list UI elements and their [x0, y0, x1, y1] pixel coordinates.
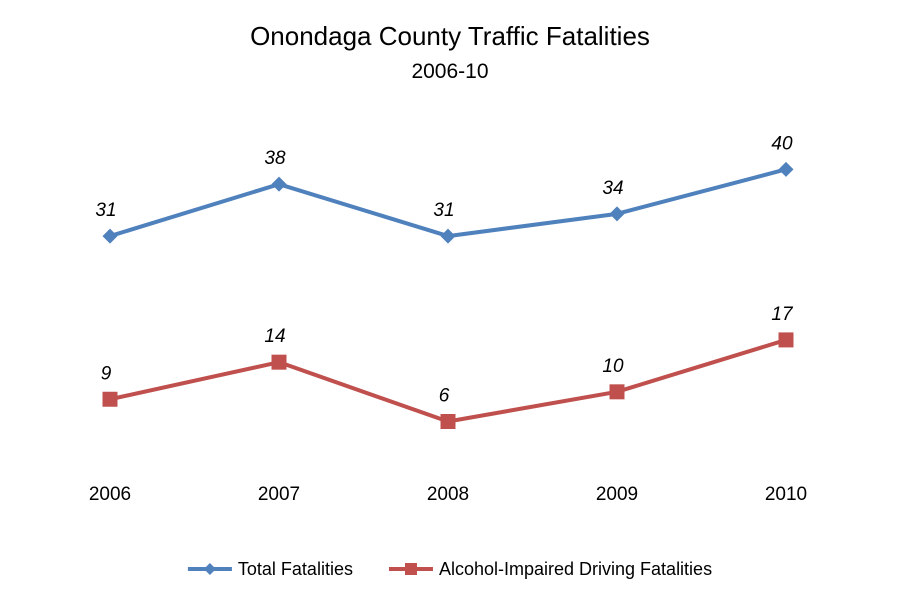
data-point-alcohol-impaired-driving-fatalities-2010 [778, 332, 794, 348]
data-label-alcohol-impaired-driving-fatalities-2009: 10 [602, 356, 624, 377]
legend-label-alcohol-impaired-driving-fatalities: Alcohol-Impaired Driving Fatalities [439, 559, 712, 579]
series-alcohol-impaired-driving-fatalities: 9 14 6 10 17 [101, 304, 794, 429]
legend-item-total-fatalities: Total Fatalities [187, 559, 353, 579]
data-label-alcohol-impaired-driving-fatalities-2008: 6 [439, 386, 450, 407]
data-point-total-fatalities-2007 [271, 176, 287, 192]
x-tick-label-2009: 2009 [596, 484, 638, 505]
data-point-alcohol-impaired-driving-fatalities-2006 [102, 391, 118, 407]
data-point-alcohol-impaired-driving-fatalities-2009 [609, 384, 625, 400]
plot-area: 31 38 31 34 40 9 14 6 10 17 [95, 133, 794, 429]
chart-subtitle: 2006-10 [411, 60, 488, 83]
data-point-alcohol-impaired-driving-fatalities-2008 [440, 414, 456, 429]
legend-marker-alcohol-impaired-driving-fatalities [404, 563, 417, 575]
data-label-alcohol-impaired-driving-fatalities-2010: 17 [771, 304, 794, 325]
legend-label-total-fatalities: Total Fatalities [238, 559, 353, 579]
data-point-total-fatalities-2009 [609, 206, 625, 222]
x-tick-label-2010: 2010 [765, 484, 807, 505]
x-tick-label-2008: 2008 [427, 484, 469, 505]
data-point-total-fatalities-2008 [440, 228, 456, 244]
legend: Total Fatalities Alcohol-Impaired Driving… [187, 559, 712, 579]
data-label-alcohol-impaired-driving-fatalities-2007: 14 [264, 326, 285, 347]
x-tick-label-2006: 2006 [89, 484, 131, 505]
x-axis-ticks: 2006 2007 2008 2009 2010 [89, 484, 807, 505]
data-label-total-fatalities-2009: 34 [602, 178, 623, 199]
legend-item-alcohol-impaired-driving-fatalities: Alcohol-Impaired Driving Fatalities [388, 559, 712, 579]
data-point-total-fatalities-2006 [102, 228, 118, 244]
data-point-total-fatalities-2010 [778, 161, 794, 177]
legend-marker-total-fatalities [203, 563, 216, 575]
chart-title: Onondaga County Traffic Fatalities [250, 21, 650, 51]
data-label-total-fatalities-2006: 31 [95, 200, 116, 221]
data-label-total-fatalities-2007: 38 [264, 148, 286, 169]
data-label-total-fatalities-2008: 31 [433, 200, 454, 221]
data-point-alcohol-impaired-driving-fatalities-2007 [271, 354, 287, 370]
series-total-fatalities: 31 38 31 34 40 [95, 133, 794, 244]
series-line-alcohol-impaired-driving-fatalities [108, 337, 788, 424]
data-label-alcohol-impaired-driving-fatalities-2006: 9 [101, 363, 112, 384]
x-tick-label-2007: 2007 [258, 484, 300, 505]
data-label-total-fatalities-2010: 40 [771, 133, 793, 154]
